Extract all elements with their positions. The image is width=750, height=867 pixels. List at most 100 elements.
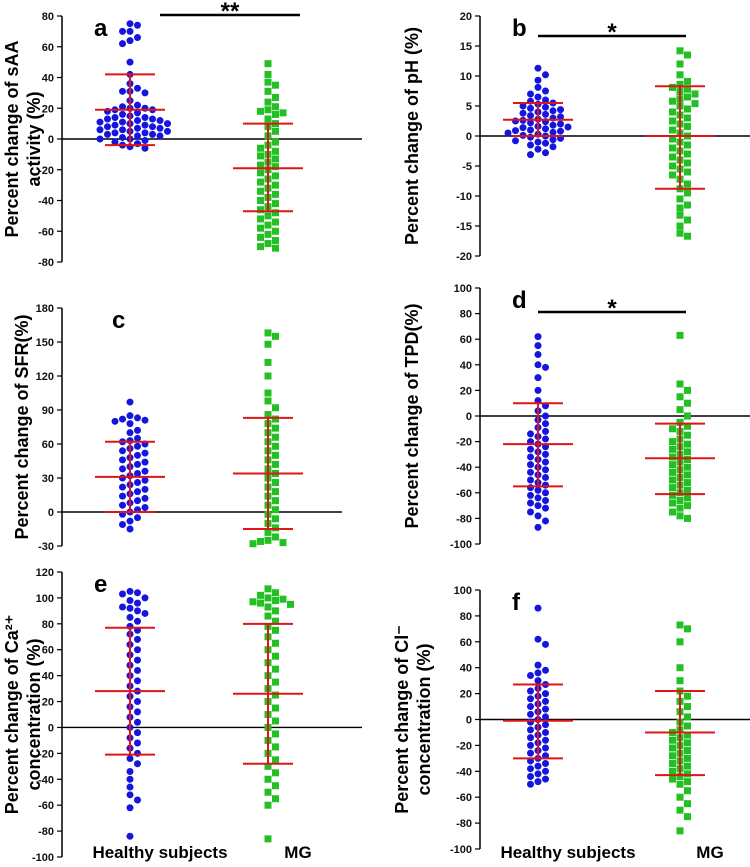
y-tick-label: 100 bbox=[36, 593, 54, 605]
y-tick-label: 20 bbox=[460, 11, 472, 23]
data-point bbox=[557, 113, 564, 121]
data-point bbox=[542, 412, 549, 420]
data-point bbox=[134, 101, 141, 109]
data-point bbox=[126, 412, 134, 420]
data-point bbox=[272, 442, 279, 450]
y-axis-label: Percent change of Cl⁻ concentration (%) bbox=[392, 625, 434, 814]
data-point bbox=[534, 494, 542, 502]
data-point bbox=[534, 502, 542, 510]
data-point bbox=[527, 499, 534, 507]
data-point bbox=[669, 744, 676, 752]
data-point bbox=[264, 801, 272, 809]
data-point bbox=[264, 78, 272, 86]
data-point bbox=[684, 216, 691, 224]
data-point bbox=[279, 539, 287, 547]
data-point bbox=[134, 451, 141, 459]
data-point bbox=[534, 523, 542, 531]
y-tick-label: 60 bbox=[42, 42, 54, 54]
data-point bbox=[272, 93, 279, 101]
data-point bbox=[134, 749, 141, 757]
data-point bbox=[684, 93, 691, 101]
data-point bbox=[676, 393, 684, 401]
data-point bbox=[669, 126, 676, 134]
data-point bbox=[156, 124, 164, 132]
data-point bbox=[257, 206, 264, 214]
data-point bbox=[676, 71, 684, 79]
data-point bbox=[264, 594, 272, 602]
data-point bbox=[542, 96, 549, 104]
data-point bbox=[534, 138, 542, 146]
data-point bbox=[684, 703, 691, 711]
data-point bbox=[272, 639, 279, 647]
data-point bbox=[534, 361, 542, 369]
data-point bbox=[272, 155, 279, 163]
data-point bbox=[272, 506, 279, 514]
error-bar bbox=[233, 416, 303, 530]
data-point bbox=[134, 589, 141, 597]
data-point bbox=[264, 87, 272, 95]
y-tick-label: 0 bbox=[466, 715, 472, 727]
data-point bbox=[691, 90, 699, 98]
data-point bbox=[126, 604, 134, 612]
data-point bbox=[96, 126, 104, 134]
data-point bbox=[527, 445, 534, 453]
data-point bbox=[527, 718, 534, 726]
y-tick-label: 30 bbox=[42, 473, 54, 485]
y-tick-label: 80 bbox=[460, 611, 472, 623]
data-point bbox=[111, 417, 119, 425]
data-point bbox=[684, 463, 691, 471]
data-point bbox=[549, 136, 557, 144]
data-point bbox=[111, 138, 119, 146]
data-point bbox=[684, 713, 691, 721]
data-point bbox=[519, 102, 527, 110]
data-point bbox=[527, 772, 534, 780]
data-point bbox=[676, 806, 684, 814]
data-point bbox=[134, 666, 141, 674]
data-point bbox=[272, 782, 279, 790]
data-point bbox=[272, 424, 279, 432]
data-point bbox=[557, 127, 564, 135]
data-point bbox=[264, 397, 272, 405]
y-axis-label: Percent change of SFR(%) bbox=[12, 314, 32, 539]
data-point bbox=[134, 656, 141, 664]
data-point bbox=[542, 713, 549, 721]
data-point bbox=[542, 744, 549, 752]
y-tick-label: 5 bbox=[466, 101, 472, 113]
data-point bbox=[119, 133, 126, 141]
data-point bbox=[549, 128, 557, 136]
data-point bbox=[119, 110, 126, 118]
data-point bbox=[676, 772, 684, 780]
data-point bbox=[669, 752, 676, 760]
data-point bbox=[134, 479, 141, 487]
data-point bbox=[134, 698, 141, 706]
y-tick-label: -60 bbox=[38, 800, 54, 812]
data-point bbox=[542, 110, 549, 118]
data-point bbox=[527, 710, 534, 718]
data-point bbox=[527, 703, 534, 711]
series-healthy bbox=[95, 20, 171, 152]
data-point bbox=[669, 83, 676, 91]
data-point bbox=[134, 760, 141, 768]
data-point bbox=[264, 612, 272, 620]
error-bar bbox=[503, 683, 573, 760]
data-point bbox=[542, 640, 549, 648]
panel-c: -30 0 30 60 90 120 150 180 Percent change of SFR… bbox=[12, 303, 342, 553]
data-point bbox=[134, 469, 141, 477]
data-point bbox=[134, 84, 141, 92]
y-tick-label: 15 bbox=[460, 41, 472, 53]
data-point bbox=[141, 494, 149, 502]
y-tick-label: -100 bbox=[450, 539, 472, 551]
data-point bbox=[134, 460, 141, 468]
data-point bbox=[676, 211, 684, 219]
data-point bbox=[272, 147, 279, 155]
data-point bbox=[549, 107, 557, 115]
data-point bbox=[119, 474, 126, 482]
data-point bbox=[264, 329, 272, 337]
data-point bbox=[669, 153, 676, 161]
y-tick-label: -20 bbox=[456, 437, 472, 449]
data-point bbox=[534, 669, 542, 677]
data-point bbox=[272, 769, 279, 777]
data-point bbox=[134, 796, 141, 804]
data-point bbox=[119, 590, 126, 598]
data-point bbox=[264, 411, 272, 419]
